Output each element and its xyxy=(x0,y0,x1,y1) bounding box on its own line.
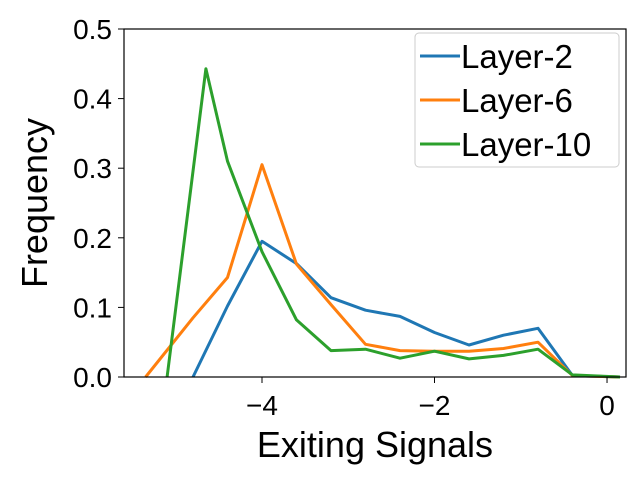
x-tick-label: −4 xyxy=(246,390,278,421)
legend-box xyxy=(414,32,620,168)
y-tick-label: 0.3 xyxy=(73,153,112,184)
y-tick-label: 0.1 xyxy=(73,292,112,323)
y-tick-label: 0.0 xyxy=(73,362,112,393)
series-line-2 xyxy=(144,163,621,379)
x-axis-title: Exiting Signals xyxy=(257,424,493,465)
legend: Layer-2 Layer-6 Layer-10 xyxy=(414,32,620,168)
y-axis-title: Frequency xyxy=(14,118,55,288)
y-tick-label: 0.4 xyxy=(73,84,112,115)
series-line-3 xyxy=(165,67,621,379)
y-tick-label: 0.2 xyxy=(73,223,112,254)
series-line-1 xyxy=(191,239,621,379)
y-tick-label: 0.5 xyxy=(73,14,112,45)
plot-frame xyxy=(123,28,627,378)
plot-lines xyxy=(144,67,621,379)
x-tick-label: 0 xyxy=(599,390,615,421)
legend-label: Layer-2 xyxy=(461,38,573,75)
legend-label: Layer-10 xyxy=(461,126,591,163)
x-tick-label: −2 xyxy=(419,390,451,421)
legend-label: Layer-6 xyxy=(461,82,573,119)
x-axis-ticks: −4 −2 0 xyxy=(246,377,615,421)
y-axis-ticks: 0.0 0.1 0.2 0.3 0.4 0.5 xyxy=(73,14,124,393)
